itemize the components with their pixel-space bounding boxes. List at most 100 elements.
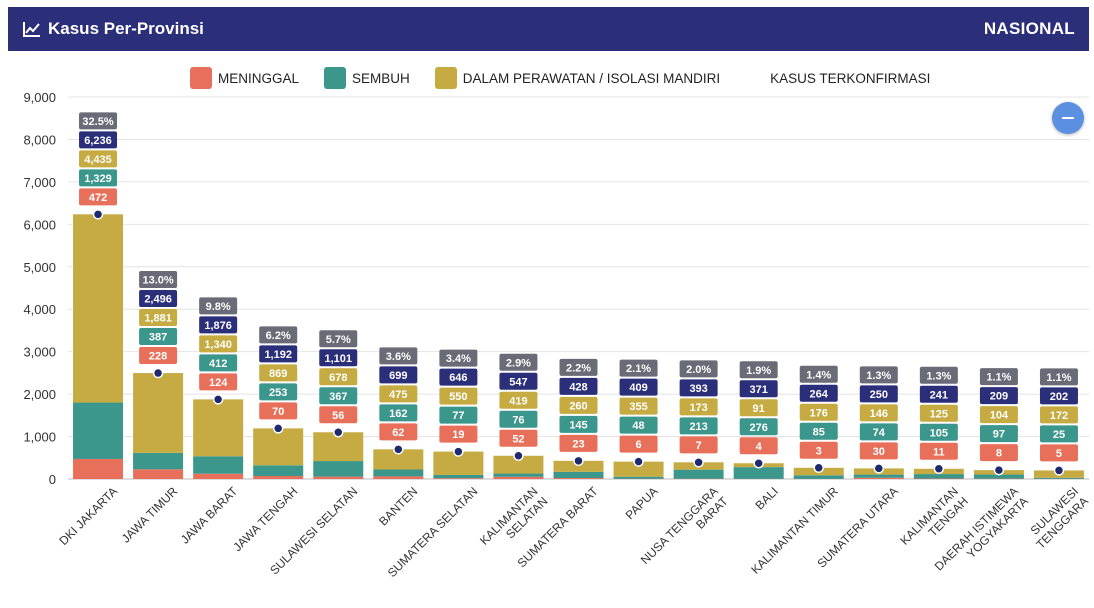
- data-label-percent: 2.0%: [686, 364, 711, 376]
- bar-segment-meninggal: [73, 458, 124, 479]
- data-label-meninggal-box: [1039, 444, 1078, 462]
- data-label-perawatan: 475: [389, 389, 407, 401]
- data-label-sembuh: 1,329: [84, 173, 112, 185]
- bar-segment-perawatan: [613, 461, 664, 477]
- bar-segment-meninggal: [193, 473, 244, 479]
- data-label-meninggal-box: [259, 402, 298, 420]
- data-label-perawatan-box: [79, 150, 118, 168]
- data-label-perawatan-box: [379, 385, 418, 403]
- data-label-perawatan-box: [199, 335, 238, 353]
- legend-label-confirmed: KASUS TERKONFIRMASI: [770, 70, 931, 86]
- data-label-percent-box: [679, 360, 718, 378]
- data-label-perawatan: 173: [689, 402, 707, 414]
- data-label-confirmed-box: [499, 372, 538, 390]
- data-label-percent: 1.9%: [746, 365, 771, 377]
- x-tick-label: PAPUA: [623, 484, 661, 522]
- collapse-button[interactable]: [1052, 102, 1084, 134]
- y-tick-label: 8,000: [23, 132, 56, 147]
- confirmed-marker: [152, 367, 164, 379]
- data-label-confirmed-box: [739, 380, 778, 398]
- x-tick-label: JAWA BARAT: [178, 484, 241, 547]
- data-label-sembuh-box: [139, 328, 178, 346]
- data-label-meninggal: 52: [512, 433, 524, 445]
- data-label-perawatan-box: [139, 309, 178, 327]
- data-label-sembuh-box: [739, 418, 778, 436]
- data-label-sembuh: 77: [452, 410, 464, 422]
- data-label-perawatan: 91: [753, 403, 765, 415]
- y-tick-label: 6,000: [23, 217, 56, 232]
- data-label-meninggal: 30: [873, 446, 885, 458]
- data-label-percent: 32.5%: [82, 116, 113, 128]
- data-label-sembuh-box: [679, 417, 718, 435]
- legend-item-sembuh[interactable]: SEMBUH: [324, 67, 410, 89]
- data-label-meninggal: 124: [209, 377, 228, 389]
- bar-segment-sembuh: [73, 402, 124, 459]
- minus-icon: [1062, 117, 1074, 119]
- data-label-sembuh-box: [799, 422, 838, 440]
- data-label-sembuh-box: [199, 354, 238, 372]
- bar-segment-meninggal: [133, 469, 184, 479]
- confirmed-marker: [573, 455, 584, 467]
- legend-swatch-meninggal: [190, 67, 212, 89]
- data-label-sembuh: 276: [749, 422, 767, 434]
- data-label-perawatan: 172: [1050, 410, 1068, 422]
- data-label-confirmed: 699: [389, 370, 407, 382]
- legend-item-meninggal[interactable]: MENINGGAL: [190, 67, 299, 89]
- legend-item-perawatan[interactable]: DALAM PERAWATAN / ISOLASI MANDIRI: [434, 67, 720, 89]
- data-label-sembuh: 48: [632, 420, 644, 432]
- data-label-confirmed-box: [379, 366, 418, 384]
- data-label-meninggal: 62: [392, 427, 404, 439]
- region-label[interactable]: NASIONAL: [983, 19, 1075, 38]
- bar-segment-sembuh: [553, 471, 604, 479]
- data-label-percent: 3.6%: [386, 351, 411, 363]
- data-label-confirmed-box: [1039, 387, 1078, 405]
- data-label-confirmed-box: [559, 377, 598, 395]
- data-label-perawatan: 869: [269, 368, 287, 380]
- data-label-percent-box: [559, 358, 598, 376]
- data-label-confirmed-box: [979, 387, 1018, 405]
- data-label-sembuh: 213: [689, 421, 707, 433]
- confirmed-marker: [92, 209, 104, 220]
- bar-segment-perawatan: [193, 399, 244, 457]
- bar-segment-sembuh: [973, 474, 1024, 479]
- data-label-sembuh: 145: [569, 419, 587, 431]
- bar-segment-sembuh: [193, 456, 244, 474]
- data-label-percent: 5.7%: [326, 334, 351, 346]
- data-label-percent: 1.3%: [866, 370, 891, 382]
- bar-segment-meninggal: [493, 476, 544, 479]
- bar-segment-sembuh: [613, 476, 664, 479]
- data-label-confirmed-box: [439, 368, 478, 386]
- x-tick-label-line: BANTEN: [376, 484, 420, 528]
- data-label-confirmed: 264: [810, 388, 829, 400]
- data-label-percent: 2.1%: [626, 363, 651, 375]
- bar-segment-perawatan: [553, 460, 604, 472]
- data-label-confirmed: 209: [990, 391, 1008, 403]
- data-label-meninggal: 3: [816, 445, 822, 457]
- x-tick-label: BALI: [753, 484, 781, 512]
- confirmed-marker: [453, 446, 464, 457]
- y-tick-label: 4,000: [23, 302, 56, 317]
- bar-segment-perawatan: [73, 214, 124, 403]
- x-tick-label-line: JAWA BARAT: [178, 484, 241, 547]
- data-label-perawatan: 146: [870, 408, 888, 420]
- data-label-meninggal: 70: [272, 406, 284, 418]
- data-label-perawatan-box: [439, 387, 478, 405]
- data-label-perawatan-box: [919, 404, 958, 422]
- data-label-meninggal-box: [79, 188, 118, 206]
- bar-segment-sembuh: [133, 452, 184, 470]
- data-label-confirmed-box: [259, 345, 298, 363]
- data-label-meninggal-box: [739, 437, 778, 455]
- data-label-perawatan: 104: [990, 410, 1009, 422]
- data-label-confirmed: 1,101: [324, 353, 352, 365]
- data-label-percent: 1.4%: [806, 369, 831, 381]
- bar-segment-sembuh: [793, 475, 844, 479]
- data-label-perawatan-box: [859, 404, 898, 422]
- data-label-meninggal: 228: [149, 351, 167, 363]
- legend-item-confirmed[interactable]: KASUS TERKONFIRMASI: [770, 71, 930, 86]
- data-label-perawatan-box: [739, 399, 778, 417]
- data-label-sembuh-box: [979, 425, 1018, 443]
- x-tick-label-line: BALI: [753, 484, 781, 512]
- data-label-percent-box: [439, 349, 478, 367]
- data-label-confirmed: 6,236: [84, 135, 112, 147]
- data-label-meninggal-box: [379, 423, 418, 441]
